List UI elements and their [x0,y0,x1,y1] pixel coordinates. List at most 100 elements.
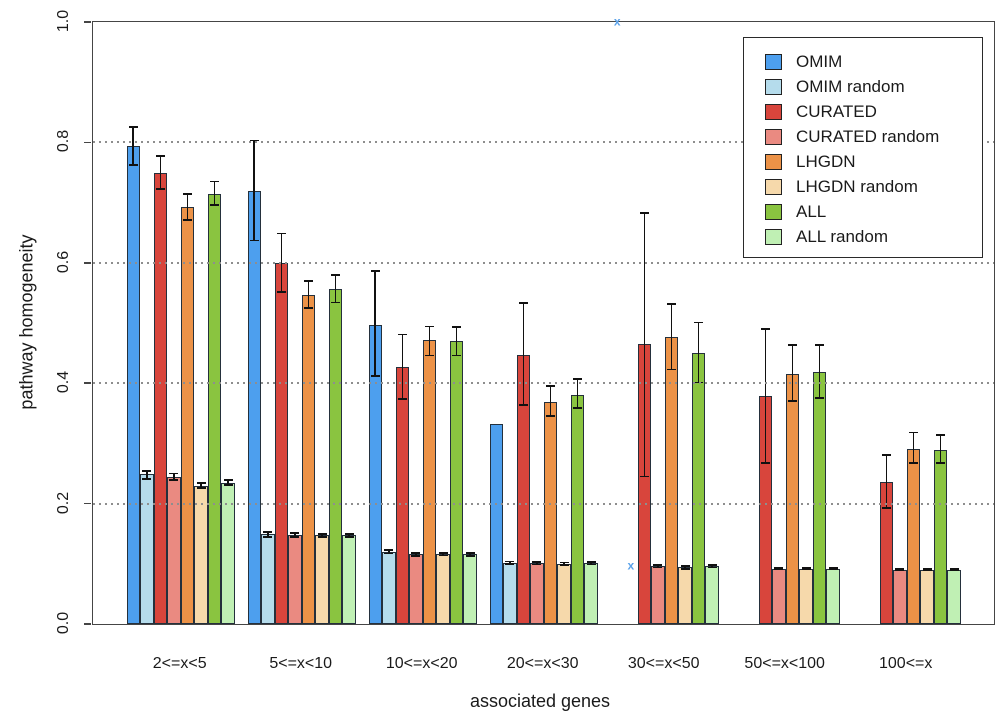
bar-curated-random [167,476,181,624]
error-bar-cap [666,368,676,371]
error-bar [939,434,942,464]
error-bar [415,552,417,556]
error-bar-cap [707,566,717,569]
error-bar [818,345,821,399]
bar-all [207,194,222,624]
bar-lhgdn [543,401,558,624]
error-bar [764,329,767,463]
error-bar-cap [707,564,717,566]
error-bar-cap [666,302,676,305]
x-axis-title: associated genes [469,691,611,711]
error-bar-cap [384,552,394,555]
y-axis-tick [84,623,92,625]
error-bar-cap [276,290,286,293]
legend-color-swatch [765,103,782,120]
x-axis-tick-label: 20<=x<30 [506,655,579,672]
bar-curated-random [530,563,544,624]
error-bar [267,531,269,537]
error-bar-cap [397,398,407,400]
y-axis-tick-label: 0.8 [55,130,72,153]
error-bar-cap [573,378,583,380]
bar-all [570,394,585,624]
y-axis-tick [84,21,92,23]
x-axis-tick-label: 30<=x<50 [627,655,700,672]
error-bar-cap [196,482,206,485]
error-bar-cap [290,535,300,538]
error-bar [778,567,780,570]
error-bar-cap [881,507,891,509]
legend-item-label: OMIM random [796,76,905,96]
error-bar-cap [936,434,946,436]
error-bar-cap [142,470,152,472]
error-bar [227,480,229,485]
point-marker-x-icon: x [613,14,621,29]
error-bar-cap [828,566,838,569]
y-axis-tick [84,502,92,505]
error-bar [186,194,189,221]
bar-lhgdn [664,337,679,624]
bar-omim-random [140,474,154,624]
error-bar-cap [801,566,811,569]
error-bar-cap [573,407,583,409]
error-bar [334,274,337,303]
error-bar-cap [545,385,555,388]
bar-lhgdn [180,207,195,624]
error-bar [388,549,390,554]
error-bar [670,303,673,370]
legend-item: ALL random [744,224,982,249]
bar-all-random [947,569,961,624]
error-bar-cap [344,535,354,538]
error-bar-cap [331,274,341,276]
bar-lhgdn-random [557,563,571,624]
error-bar-cap [815,397,825,400]
error-bar-cap [452,354,462,357]
y-axis-tick [84,141,92,144]
legend-color-swatch [765,228,782,245]
bar-curated [153,172,168,624]
x-axis-tick-label: 100<=x [878,655,933,672]
legend-color-swatch [765,153,782,170]
error-bar-cap [169,479,179,481]
y-gridline [93,261,994,264]
bar-lhgdn [785,373,800,624]
bar-lhgdn-random [315,534,329,624]
error-bar [590,561,592,565]
bar-omim [489,423,504,624]
error-bar-cap [694,321,704,324]
legend-color-swatch [765,203,782,220]
error-bar-cap [263,535,273,538]
error-bar-cap [276,232,286,235]
error-bar [321,533,323,537]
bar-all-random [826,568,840,624]
y-axis-tick [84,262,92,264]
error-bar-cap [384,549,394,551]
error-bar [576,378,579,408]
bar-all-random [463,554,477,624]
error-bar [146,471,148,479]
error-bar-cap [518,302,528,305]
error-bar [912,432,915,463]
bar-all-random [221,482,235,624]
bar-lhgdn-random [799,568,813,624]
error-bar-cap [518,404,528,406]
error-bar-cap [949,569,959,572]
error-bar [307,280,310,308]
error-bar-cap [465,555,475,557]
bar-lhgdn-random [436,554,450,624]
error-bar [791,344,794,401]
y-gridline [93,382,994,385]
error-bar-cap [317,535,327,538]
error-bar-cap [505,563,515,565]
error-bar [428,326,431,356]
bar-lhgdn-random [920,569,934,624]
bar-curated-random [772,568,786,624]
legend-item: OMIM [744,49,982,74]
error-bar-cap [936,462,946,465]
error-bar [294,533,296,537]
y-axis-tick-label: 0.4 [55,371,72,394]
error-bar-cap [774,568,784,571]
error-bar-cap [922,569,932,572]
bar-curated-random [288,534,302,624]
error-bar-cap [249,139,259,142]
